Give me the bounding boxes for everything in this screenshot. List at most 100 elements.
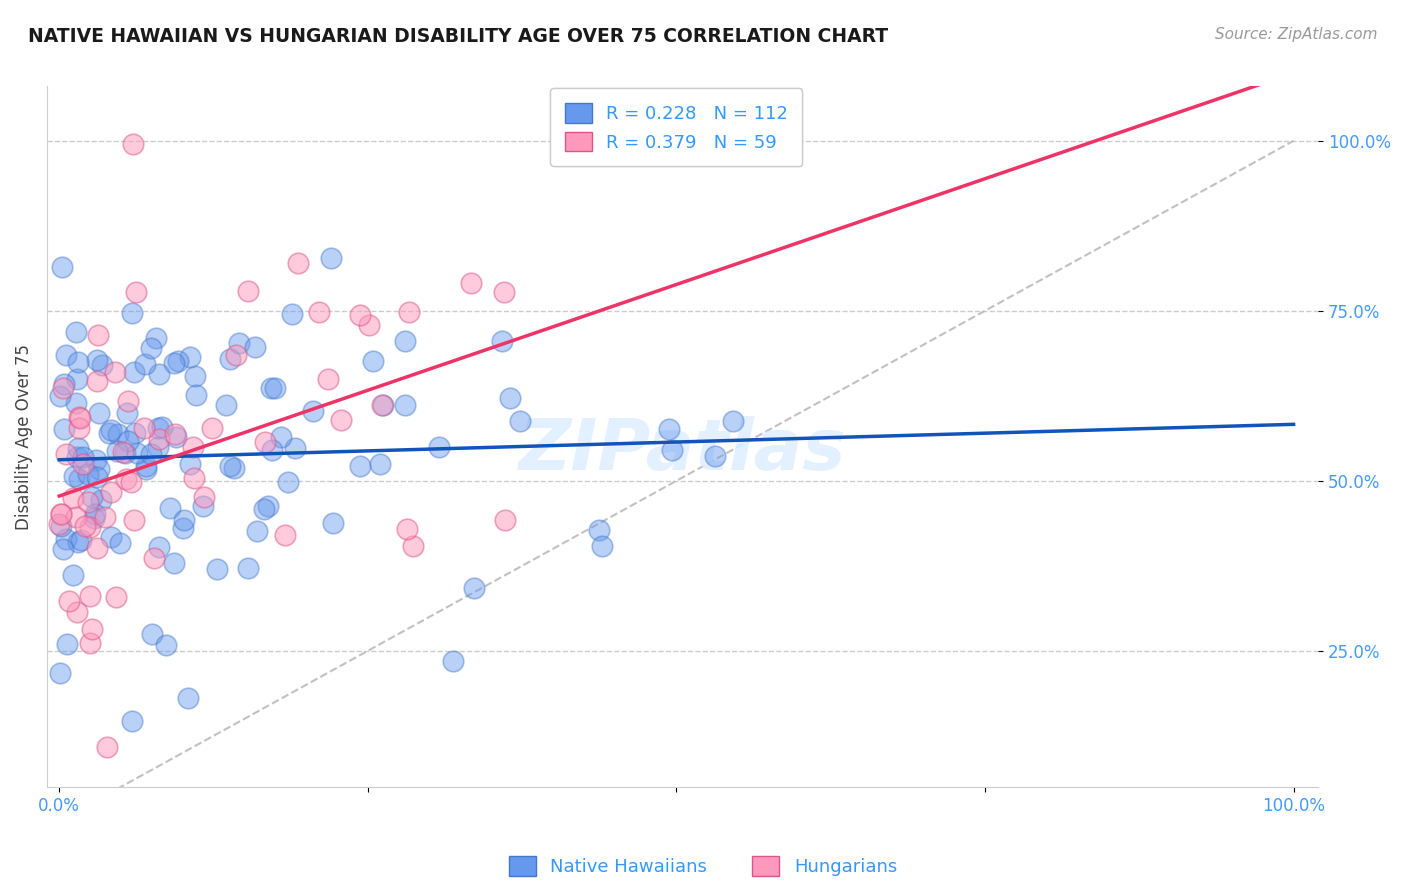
Point <box>661 443 683 458</box>
Point <box>132 421 155 435</box>
Point <box>72 450 94 464</box>
Legend: Native Hawaiians, Hungarians: Native Hawaiians, Hungarians <box>502 848 904 883</box>
Point <box>51 260 73 274</box>
Text: ZIPatlas: ZIPatlas <box>519 416 846 485</box>
Point <box>215 398 238 412</box>
Text: NATIVE HAWAIIAN VS HUNGARIAN DISABILITY AGE OVER 75 CORRELATION CHART: NATIVE HAWAIIAN VS HUNGARIAN DISABILITY … <box>28 27 889 45</box>
Point <box>90 358 112 372</box>
Point <box>396 522 419 536</box>
Point <box>588 523 610 537</box>
Point <box>62 568 84 582</box>
Point <box>108 536 131 550</box>
Point <box>270 430 292 444</box>
Point <box>302 403 325 417</box>
Point <box>329 413 352 427</box>
Point <box>165 430 187 444</box>
Point <box>115 472 138 486</box>
Point <box>263 381 285 395</box>
Point <box>66 450 89 464</box>
Point <box>72 458 94 472</box>
Point <box>96 740 118 755</box>
Point <box>63 469 86 483</box>
Point <box>141 626 163 640</box>
Point <box>139 447 162 461</box>
Point <box>492 285 515 299</box>
Point <box>117 394 139 409</box>
Point <box>349 308 371 322</box>
Point <box>225 348 247 362</box>
Point <box>79 636 101 650</box>
Point <box>357 318 380 332</box>
Point <box>257 499 280 513</box>
Point <box>361 354 384 368</box>
Point <box>115 406 138 420</box>
Point <box>86 353 108 368</box>
Point <box>55 348 77 362</box>
Point <box>148 432 170 446</box>
Point <box>148 421 170 435</box>
Point <box>114 446 136 460</box>
Point <box>349 459 371 474</box>
Point <box>121 306 143 320</box>
Point <box>55 447 77 461</box>
Point <box>274 528 297 542</box>
Point <box>148 540 170 554</box>
Point <box>316 371 339 385</box>
Point <box>207 562 229 576</box>
Point <box>49 665 72 680</box>
Point <box>49 508 72 522</box>
Point <box>228 335 250 350</box>
Point <box>127 446 149 460</box>
Point <box>100 484 122 499</box>
Point <box>143 551 166 566</box>
Point <box>721 414 744 428</box>
Point <box>167 354 190 368</box>
Point <box>441 654 464 668</box>
Point <box>460 276 482 290</box>
Point <box>84 452 107 467</box>
Point <box>246 524 269 539</box>
Point <box>179 457 201 471</box>
Point <box>173 513 195 527</box>
Y-axis label: Disability Age Over 75: Disability Age Over 75 <box>15 343 32 530</box>
Point <box>105 444 128 458</box>
Point <box>100 530 122 544</box>
Point <box>287 255 309 269</box>
Point <box>66 535 89 549</box>
Point <box>107 427 129 442</box>
Point <box>67 410 90 425</box>
Point <box>394 334 416 348</box>
Point <box>172 521 194 535</box>
Point <box>236 561 259 575</box>
Point <box>48 516 70 531</box>
Point <box>163 556 186 570</box>
Point <box>122 365 145 379</box>
Point <box>86 374 108 388</box>
Point <box>67 421 90 435</box>
Point <box>495 513 517 527</box>
Point <box>112 445 135 459</box>
Point <box>222 460 245 475</box>
Point <box>179 350 201 364</box>
Point <box>79 589 101 603</box>
Point <box>193 491 215 505</box>
Point <box>155 638 177 652</box>
Point <box>134 357 156 371</box>
Point <box>591 539 613 553</box>
Point <box>104 591 127 605</box>
Point <box>491 334 513 349</box>
Point <box>703 449 725 463</box>
Point <box>67 472 90 486</box>
Point <box>184 369 207 384</box>
Point <box>252 501 274 516</box>
Point <box>163 356 186 370</box>
Point <box>94 510 117 524</box>
Point <box>191 499 214 513</box>
Point <box>79 520 101 534</box>
Point <box>260 381 283 395</box>
Point <box>163 427 186 442</box>
Point <box>120 475 142 489</box>
Point <box>67 441 90 455</box>
Point <box>150 419 173 434</box>
Point <box>159 501 181 516</box>
